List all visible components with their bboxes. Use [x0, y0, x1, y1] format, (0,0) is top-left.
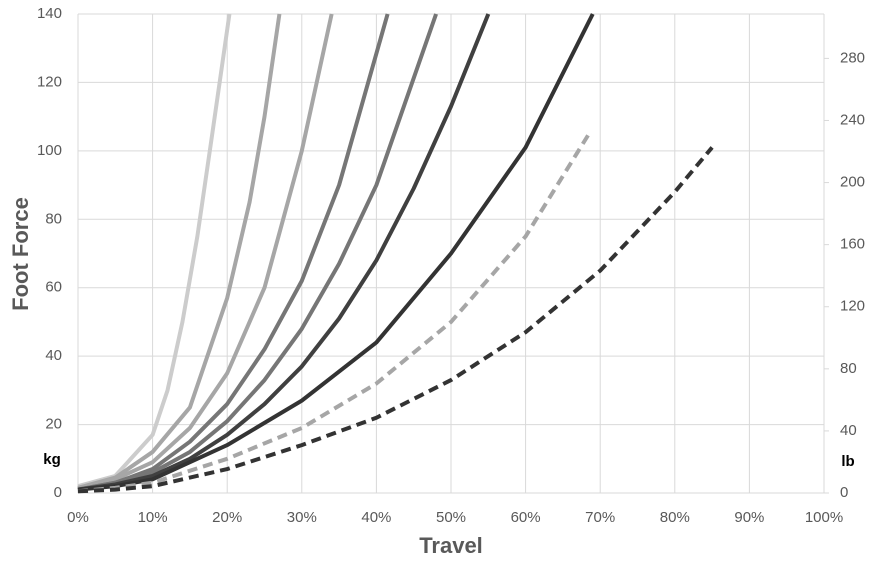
x-tick-label: 90% — [734, 509, 764, 526]
y2-tick-label: 280 — [840, 49, 865, 66]
y2-tick-label: 240 — [840, 111, 865, 128]
x-tick-label: 80% — [660, 509, 690, 526]
x-tick-label: 30% — [287, 509, 317, 526]
x-tick-label: 50% — [436, 509, 466, 526]
y-tick-label: 0 — [54, 484, 62, 501]
y-tick-label: 120 — [37, 73, 62, 90]
y-unit: kg — [43, 451, 61, 468]
y2-unit: lb — [841, 453, 854, 470]
y-tick-label: 20 — [45, 416, 62, 433]
line — [77, 13, 491, 492]
x-tick-label: 60% — [511, 509, 541, 526]
y-tick-label: 100 — [37, 142, 62, 159]
line — [77, 132, 591, 494]
y2-tick-label: 160 — [840, 236, 865, 253]
x-tick-label: 70% — [585, 509, 615, 526]
line — [77, 13, 595, 492]
x-tick-label: 100% — [805, 509, 843, 526]
line — [77, 13, 232, 489]
y-tick-label: 80 — [45, 210, 62, 227]
line — [77, 13, 438, 492]
y-tick-label: 40 — [45, 347, 62, 364]
x-tick-label: 10% — [138, 509, 168, 526]
x-tick-label: 0% — [67, 509, 89, 526]
x-tick-label: 20% — [212, 509, 242, 526]
y2-tick-label: 120 — [840, 298, 865, 315]
line — [77, 146, 714, 494]
y-tick-label: 60 — [45, 279, 62, 296]
y2-tick-label: 80 — [840, 360, 857, 377]
y2-tick-label: 0 — [840, 484, 848, 501]
line — [77, 13, 334, 490]
y-tick-label: 140 — [37, 5, 62, 22]
x-tick-label: 40% — [361, 509, 391, 526]
y-axis-title: Foot Force — [8, 197, 33, 311]
y2-tick-label: 40 — [840, 422, 857, 439]
y2-tick-label: 200 — [840, 174, 865, 191]
line — [77, 13, 390, 492]
x-axis-title: Travel — [419, 533, 483, 558]
line — [77, 13, 282, 490]
